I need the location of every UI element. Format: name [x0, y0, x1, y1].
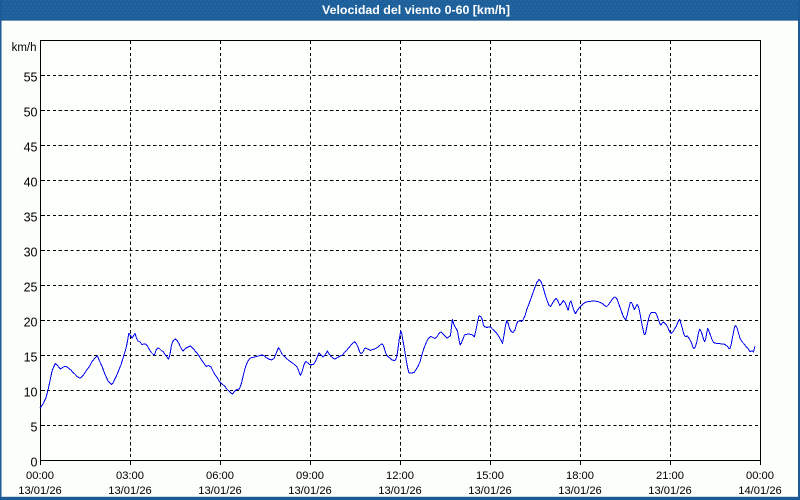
svg-text:10: 10 [24, 385, 38, 399]
svg-text:0: 0 [31, 455, 38, 469]
svg-text:13/01/26: 13/01/26 [378, 485, 422, 497]
svg-text:13/01/26: 13/01/26 [18, 485, 62, 497]
svg-text:13/01/26: 13/01/26 [108, 485, 152, 497]
svg-text:15: 15 [24, 350, 38, 364]
svg-text:00:00: 00:00 [746, 470, 774, 482]
svg-text:5: 5 [31, 420, 38, 434]
svg-text:00:00: 00:00 [26, 470, 54, 482]
svg-text:13/01/26: 13/01/26 [198, 485, 242, 497]
svg-text:40: 40 [24, 175, 38, 189]
svg-text:14/01/26: 14/01/26 [738, 485, 782, 497]
svg-text:15:00: 15:00 [476, 470, 504, 482]
svg-text:09:00: 09:00 [296, 470, 324, 482]
svg-text:50: 50 [24, 105, 38, 119]
svg-text:06:00: 06:00 [206, 470, 234, 482]
svg-text:13/01/26: 13/01/26 [468, 485, 512, 497]
svg-text:13/01/26: 13/01/26 [288, 485, 332, 497]
svg-text:55: 55 [24, 70, 38, 84]
svg-text:km/h: km/h [12, 42, 37, 54]
svg-text:21:00: 21:00 [656, 470, 684, 482]
svg-text:03:00: 03:00 [116, 470, 144, 482]
svg-text:20: 20 [24, 315, 38, 329]
svg-text:13/01/26: 13/01/26 [558, 485, 602, 497]
svg-text:30: 30 [24, 245, 38, 259]
svg-text:45: 45 [24, 140, 38, 154]
svg-text:Velocidad del viento 0-60 [km/: Velocidad del viento 0-60 [km/h] [322, 3, 510, 17]
svg-text:35: 35 [24, 210, 38, 224]
svg-text:18:00: 18:00 [566, 470, 594, 482]
svg-text:25: 25 [24, 280, 38, 294]
svg-text:12:00: 12:00 [386, 470, 414, 482]
svg-text:13/01/26: 13/01/26 [648, 485, 692, 497]
